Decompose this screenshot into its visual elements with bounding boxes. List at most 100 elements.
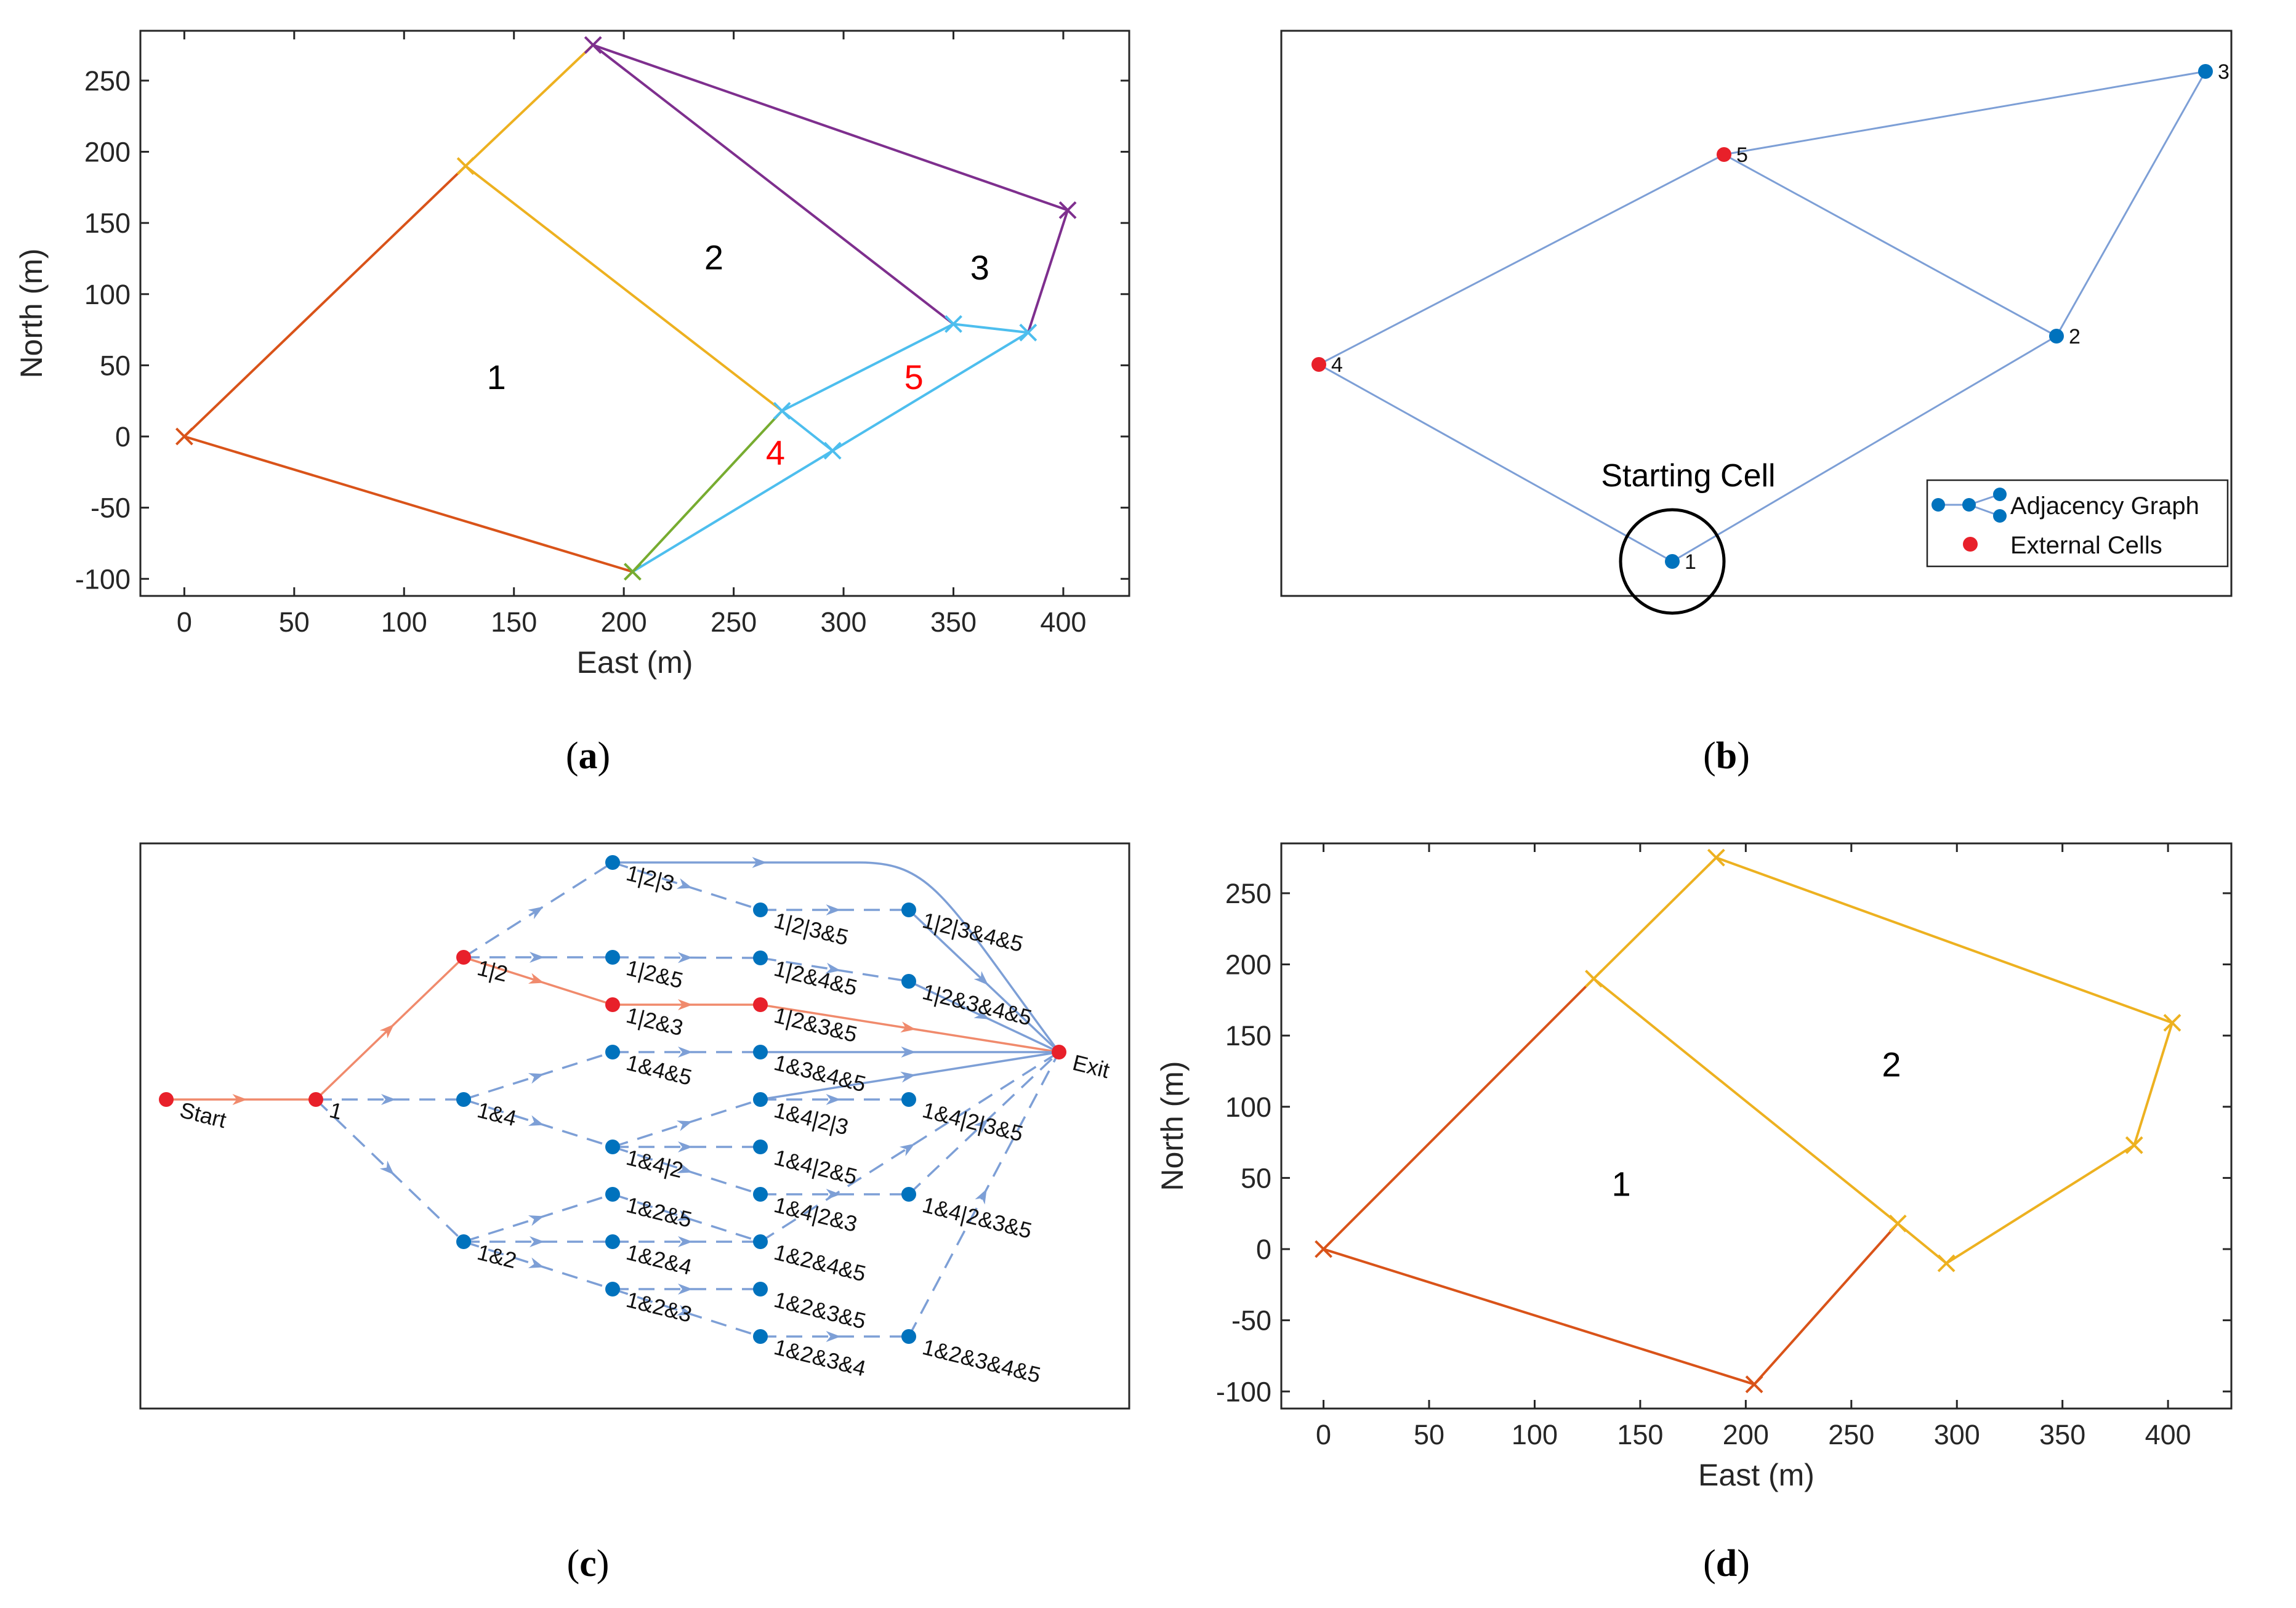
- c-tree-node: [753, 1187, 768, 1202]
- b-graph-edge: [1672, 335, 2057, 563]
- a-vertex-marker: [823, 441, 842, 460]
- a-x-tick-label: 200: [601, 606, 647, 638]
- d-vertex-marker: [1745, 1375, 1763, 1394]
- c-tree-node: [753, 1140, 768, 1154]
- a-cell-edge: [592, 44, 954, 325]
- a-vertex-marker: [1058, 201, 1077, 219]
- panel-c-search-tree: Start 11|21&41&21|2|31|2&51|2&31&4&51&4|2…: [139, 842, 1130, 1410]
- d-cell-edge: [1593, 978, 1899, 1224]
- d-vertex-marker-stroke: [1585, 970, 1603, 988]
- d-x-tick-label: 100: [1512, 1419, 1558, 1450]
- a-cell-label: 1: [487, 358, 506, 396]
- a-y-tick-label: 200: [84, 137, 131, 168]
- b-node-label: 2: [2069, 325, 2080, 348]
- d-cell-edge: [1323, 978, 1595, 1250]
- c-edge-arrowhead: [678, 1236, 693, 1247]
- c-edge-arrowhead: [528, 906, 544, 920]
- c-edge-arrowhead: [379, 1160, 395, 1175]
- c-highlighted-node: [456, 950, 471, 965]
- b-legend-graph-node: [1931, 498, 1945, 512]
- a-cell-edge: [781, 323, 954, 412]
- d-vertex-marker: [1888, 1214, 1907, 1232]
- b-node-label: 1: [1685, 550, 1696, 574]
- d-vertex-marker: [2125, 1136, 2143, 1154]
- d-x-tick-label: 350: [2039, 1419, 2085, 1450]
- a-vertex-marker-stroke: [456, 157, 475, 175]
- d-vertex-marker-stroke: [1745, 1375, 1763, 1394]
- c-edge-arrowhead: [676, 878, 693, 889]
- a-cell-edge: [183, 165, 467, 438]
- a-vertex-marker-stroke: [624, 563, 642, 581]
- a-x-tick-label: 100: [381, 606, 427, 638]
- b-legend-graph-node: [1993, 509, 2007, 523]
- c-highlighted-node: [308, 1092, 323, 1107]
- a-cell-label: 4: [766, 433, 785, 472]
- a-x-tick-label: 400: [1040, 606, 1086, 638]
- c-edge-arrowhead: [530, 952, 544, 963]
- b-node-label: 4: [1331, 353, 1343, 377]
- b-legend-graph-node: [1962, 498, 1976, 512]
- c-tree-node: [753, 1329, 768, 1344]
- c-edge-arrowhead: [676, 1120, 693, 1132]
- d-cell-edge: [1753, 1223, 1899, 1386]
- b-starting-cell-label: Starting Cell: [1601, 458, 1775, 494]
- c-edge-arrowhead: [678, 1047, 693, 1058]
- a-y-tick-label: 0: [115, 421, 131, 452]
- c-edge-arrowhead: [900, 1021, 916, 1033]
- c-edge-arrowhead: [528, 1215, 544, 1226]
- c-edge-arrowhead: [752, 857, 767, 868]
- c-edge-arrowhead: [899, 1143, 915, 1157]
- a-y-tick-label: 150: [84, 207, 131, 239]
- c-edge-arrowhead: [677, 952, 693, 963]
- d-cell-label: 2: [1882, 1045, 1901, 1083]
- c-tree-node: [456, 1234, 471, 1249]
- b-node-label: 5: [1736, 143, 1748, 167]
- d-y-tick-label: 100: [1225, 1091, 1271, 1123]
- a-vertex-marker-stroke: [773, 401, 791, 420]
- c-edge-arrowhead: [676, 1304, 693, 1316]
- c-edge-arrowhead: [973, 1008, 990, 1019]
- a-y-tick-label: 50: [100, 350, 131, 381]
- panel-a-map: 0 50 100 150 200 250 300 350 400 -100 -50 0 50 100 150…: [14, 30, 1130, 680]
- a-vertex-marker: [456, 157, 475, 175]
- d-x-tick-label: 250: [1828, 1419, 1874, 1450]
- c-edge-arrowhead: [676, 1210, 693, 1221]
- c-edge-arrowhead: [528, 1257, 544, 1268]
- c-tree-node: [753, 1282, 768, 1296]
- d-y-tick-label: 50: [1241, 1162, 1271, 1194]
- c-tree-node: [901, 974, 916, 989]
- c-edge-arrowhead: [973, 971, 989, 986]
- c-tree-node: [901, 1329, 916, 1344]
- a-vertex-marker-stroke: [175, 427, 193, 446]
- d-vertex-marker-stroke: [1315, 1240, 1332, 1258]
- a-cell-edge: [953, 323, 1029, 334]
- a-x-tick-label: 250: [711, 606, 757, 638]
- d-y-tick-label: -100: [1216, 1376, 1271, 1407]
- a-x-tick-label: 150: [491, 606, 537, 638]
- b-graph-edge: [2055, 71, 2207, 337]
- c-edge-arrowhead: [528, 973, 544, 984]
- d-y-tick-label: 0: [1256, 1234, 1271, 1265]
- b-legend-box: [1926, 479, 2229, 568]
- a-vertex-marker: [624, 563, 642, 581]
- a-vertex-marker: [175, 427, 193, 446]
- d-cell-edge: [1323, 1248, 1755, 1386]
- c-tree-node: [605, 1234, 620, 1249]
- b-legend-label-external: External Cells: [2010, 532, 2162, 559]
- c-tree-node: [605, 950, 620, 965]
- d-x-axis-label: East (m): [1698, 1458, 1815, 1492]
- b-cell-node: [2198, 64, 2213, 79]
- a-vertex-marker: [945, 315, 962, 333]
- a-cell-edge: [183, 435, 634, 573]
- c-tree-node: [456, 1092, 471, 1107]
- c-highlighted-node: [159, 1092, 174, 1107]
- c-edge-arrowhead: [825, 962, 841, 974]
- d-cell-edge: [1593, 856, 1717, 980]
- c-edge-arrowhead: [676, 1162, 693, 1173]
- d-y-tick-label: -50: [1231, 1305, 1271, 1337]
- a-axes-box: [139, 30, 1130, 597]
- d-vertex-marker: [1585, 970, 1603, 988]
- a-vertex-marker-stroke: [1019, 323, 1037, 342]
- a-cell-label: 5: [904, 358, 924, 396]
- a-y-tick-label: -100: [75, 563, 131, 595]
